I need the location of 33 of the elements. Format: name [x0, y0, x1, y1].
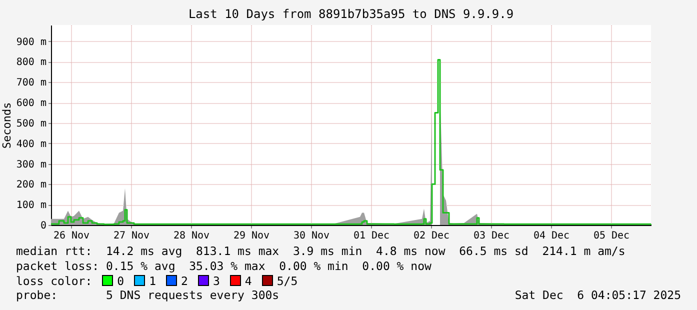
- x-tick-label: 04 Dec: [533, 230, 570, 242]
- y-tick-label: 200 m: [16, 180, 46, 191]
- y-tick-label: 0: [40, 220, 46, 232]
- x-tick-label: 26 Nov: [53, 230, 90, 242]
- x-tick-label: 02 Dec: [413, 230, 450, 242]
- text: median rtt: 14.2 ms avg 813.1 ms max 3.9 ms min 4.8 ms now 66.5 ms sd 214.1 m am/s: [16, 244, 626, 258]
- y-tick-label: 400 m: [16, 138, 46, 150]
- text: probe: 5 DNS requests every 300s: [16, 288, 280, 302]
- x-tick-label: 29 Nov: [233, 230, 270, 242]
- text: Sat Dec 6 04:05:17 2025: [514, 288, 681, 304]
- y-tick-label: 900 m: [16, 36, 46, 48]
- text: 4: [244, 274, 252, 288]
- x-tick-label: 05 Dec: [593, 230, 630, 242]
- text: 0: [117, 274, 124, 288]
- text: 2: [181, 274, 188, 288]
- y-tick-label: 800 m: [16, 57, 46, 68]
- x-tick-label: 30 Nov: [293, 230, 330, 242]
- y-tick-label: 300 m: [16, 159, 46, 170]
- x-tick-label: 01 Dec: [353, 230, 390, 242]
- text: loss color:: [16, 274, 92, 288]
- x-tick-label: 03 Dec: [473, 230, 510, 242]
- text: 3: [212, 274, 220, 288]
- y-axis-title: Seconds: [0, 102, 14, 149]
- text: packet loss: 0.15 % avg 35.03 % max 0.00 % min 0.00 % now: [16, 258, 432, 273]
- x-tick-label: 27 Nov: [113, 230, 150, 242]
- y-tick-label: 100 m: [16, 200, 46, 212]
- y-tick-label: 700 m: [16, 78, 46, 89]
- y-tick-label: 600 m: [16, 98, 46, 110]
- y-tick-label: 500 m: [16, 118, 46, 130]
- text: 1: [149, 274, 156, 288]
- x-tick-label: 28 Nov: [173, 230, 210, 242]
- chart-title: Last 10 Days from 8891b7b35a95 to DNS 9.9.9.9: [188, 7, 514, 21]
- text: 5/5: [276, 274, 298, 288]
